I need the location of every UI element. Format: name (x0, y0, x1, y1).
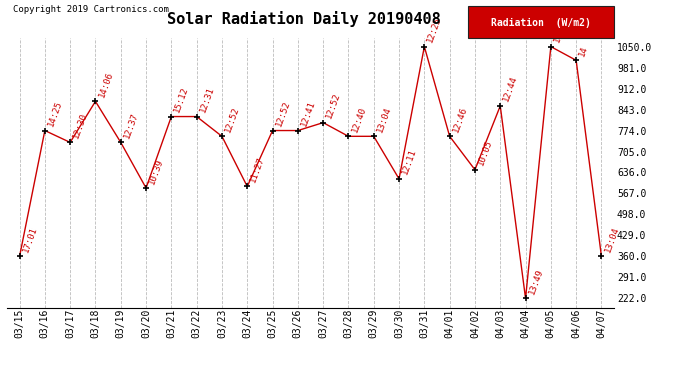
Text: 12:41: 12:41 (299, 99, 317, 128)
Text: 12:52: 12:52 (274, 99, 292, 128)
Text: 12:40: 12:40 (350, 105, 368, 134)
Text: 12:46: 12:46 (451, 105, 469, 134)
Text: 14: 14 (578, 44, 590, 57)
Text: 12:52: 12:52 (324, 92, 342, 120)
Text: Radiation  (W/m2): Radiation (W/m2) (491, 18, 591, 28)
Text: 12:25: 12:25 (426, 15, 444, 44)
FancyBboxPatch shape (469, 6, 614, 38)
Text: 13:04: 13:04 (375, 105, 393, 134)
Text: 12:44: 12:44 (502, 75, 520, 103)
Text: 10:05: 10:05 (476, 139, 494, 167)
Text: 12:11: 12:11 (400, 148, 418, 176)
Text: 14: 14 (552, 31, 564, 44)
Text: 12:37: 12:37 (122, 111, 140, 140)
Text: 14:25: 14:25 (46, 99, 64, 128)
Text: 12:31: 12:31 (198, 86, 216, 114)
Text: Solar Radiation Daily 20190408: Solar Radiation Daily 20190408 (167, 11, 440, 27)
Text: 10:39: 10:39 (148, 157, 165, 185)
Text: 15:12: 15:12 (172, 86, 190, 114)
Text: 17:01: 17:01 (21, 225, 39, 254)
Text: 13:49: 13:49 (527, 267, 544, 296)
Text: 12:52: 12:52 (224, 105, 241, 134)
Text: 14:06: 14:06 (97, 70, 115, 99)
Text: 12:30: 12:30 (72, 111, 89, 140)
Text: 13:04: 13:04 (603, 225, 620, 254)
Text: Copyright 2019 Cartronics.com: Copyright 2019 Cartronics.com (13, 5, 169, 14)
Text: 11:27: 11:27 (248, 155, 266, 184)
